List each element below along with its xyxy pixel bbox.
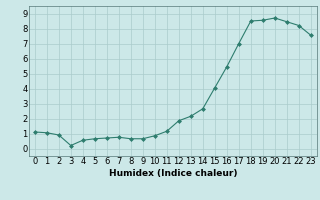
X-axis label: Humidex (Indice chaleur): Humidex (Indice chaleur) — [108, 169, 237, 178]
